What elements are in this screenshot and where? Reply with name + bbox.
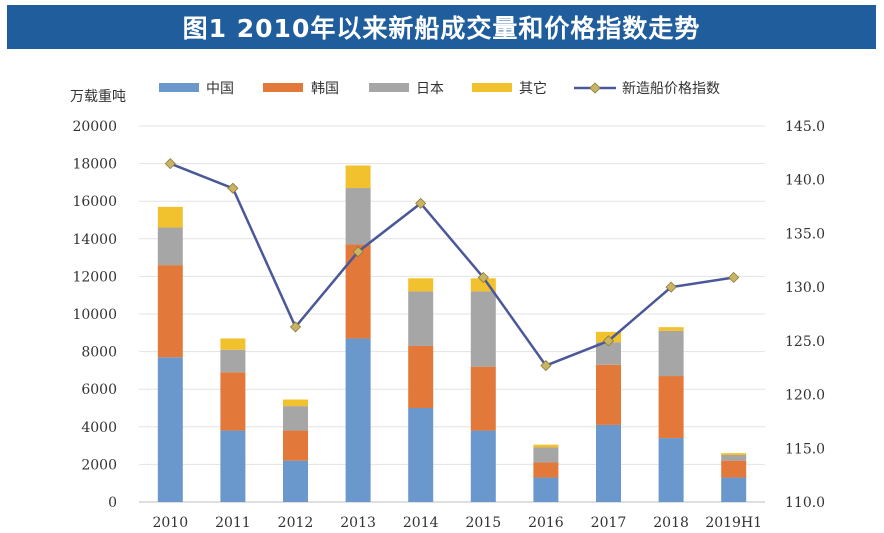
legend-label: 其它 (519, 80, 547, 97)
legend-swatch (159, 83, 199, 92)
price-index-marker (227, 182, 239, 194)
bar-segment (658, 438, 684, 502)
y-right-tick-label: 145.0 (785, 119, 825, 135)
legend-label: 韩国 (311, 81, 339, 97)
bar-segment (220, 430, 246, 502)
bar-segment (345, 244, 371, 339)
x-tick-label: 2018 (653, 515, 689, 531)
legend-swatch (472, 83, 512, 92)
bar-segment (283, 430, 308, 461)
bar-segment (220, 349, 246, 373)
bar-segment (220, 338, 246, 350)
bar-segment (157, 265, 183, 358)
price-index-marker (540, 360, 552, 372)
bar-segment (533, 477, 559, 502)
x-tick-label: 2017 (591, 515, 627, 531)
bar-segment (283, 406, 308, 431)
y-left-tick-label: 20000 (72, 119, 117, 135)
left-axis-unit-label: 万载重吨 (70, 89, 126, 105)
legend: 中国 韩国 日本 其它 新造船价格指数 (159, 80, 720, 97)
bar-segment (658, 330, 684, 377)
bar-segment (408, 408, 434, 502)
y-right-tick-label: 110.0 (785, 495, 825, 511)
price-index-marker (477, 271, 489, 284)
bar-segment (408, 345, 434, 408)
price-index-marker (602, 335, 615, 347)
x-tick-label: 2014 (403, 515, 439, 531)
x-tick-label: 2013 (340, 515, 376, 531)
y-right-tick-label: 140.0 (785, 173, 825, 189)
price-index-line-layer (164, 158, 740, 372)
bar-segment (470, 366, 496, 431)
y-right-tick-label: 125.0 (785, 334, 825, 350)
bar-segment (470, 291, 496, 367)
price-index-marker (289, 321, 302, 333)
y-right-tick-label: 135.0 (785, 226, 825, 242)
bar-segment (408, 291, 434, 346)
bar-segment (596, 424, 621, 502)
y-right-tick-label: 120.0 (785, 388, 825, 404)
y-left-tick-label: 18000 (72, 157, 117, 173)
y-left-tick-label: 8000 (81, 345, 117, 361)
x-tick-label: 2015 (465, 515, 501, 531)
bar-segment (721, 455, 747, 461)
y-left-tick-label: 12000 (72, 269, 117, 285)
legend-swatch (263, 83, 303, 92)
price-index-line (169, 162, 734, 368)
bar-segment (157, 227, 183, 266)
bar-segment (658, 376, 684, 439)
y-left-tick-label: 0 (108, 495, 117, 511)
price-index-marker (415, 197, 427, 209)
legend-label: 日本 (416, 81, 444, 97)
legend-swatch (369, 83, 409, 92)
bar-segment (345, 165, 371, 189)
bar-segment (533, 444, 559, 448)
y-left-tick-label: 16000 (72, 194, 117, 210)
x-tick-label: 2012 (278, 515, 314, 531)
y-left-tick-label: 4000 (81, 420, 117, 436)
bar-segment (283, 460, 308, 502)
price-index-marker (728, 271, 740, 284)
legend-label: 新造船价格指数 (622, 81, 720, 97)
bar-segment (533, 447, 559, 463)
legend-swatch-marker (589, 82, 601, 94)
bar-segment (220, 372, 246, 431)
y-left-tick-label: 14000 (72, 232, 117, 248)
y-left-tick-label: 2000 (81, 457, 117, 473)
bar-segment (157, 206, 183, 228)
bar-groups (157, 165, 747, 502)
bar-segment (345, 188, 371, 245)
x-tick-label: 2010 (152, 515, 188, 531)
price-index-marker (352, 246, 364, 258)
y-right-tick-label: 130.0 (785, 280, 825, 296)
x-tick-label: 2016 (528, 515, 564, 531)
chart-title: 图1 2010年以来新船成交量和价格指数走势 (7, 5, 876, 49)
x-tick-label: 2011 (215, 515, 251, 531)
bar-segment (658, 327, 684, 331)
x-tick-label: 2019H1 (705, 515, 762, 531)
legend-label: 中国 (206, 81, 234, 97)
bar-segment (596, 342, 621, 365)
bar-segment (596, 364, 621, 425)
axis-tick-labels: 0 2000 4000 6000 8000 10000 12000 14000 16000 180… (72, 119, 825, 531)
y-right-tick-label: 115.0 (785, 441, 825, 457)
bar-segment (721, 453, 747, 455)
price-index-marker (164, 158, 176, 170)
bar-segment (408, 278, 434, 292)
bar-segment (345, 338, 371, 502)
price-index-marker (665, 281, 677, 293)
y-left-tick-label: 6000 (81, 382, 117, 398)
bar-segment (721, 477, 747, 502)
y-left-tick-label: 10000 (72, 307, 117, 323)
bar-segment (283, 399, 308, 407)
bar-segment (157, 357, 183, 502)
bar-segment (533, 462, 559, 478)
bar-segment (470, 430, 496, 502)
bar-segment (721, 460, 747, 478)
